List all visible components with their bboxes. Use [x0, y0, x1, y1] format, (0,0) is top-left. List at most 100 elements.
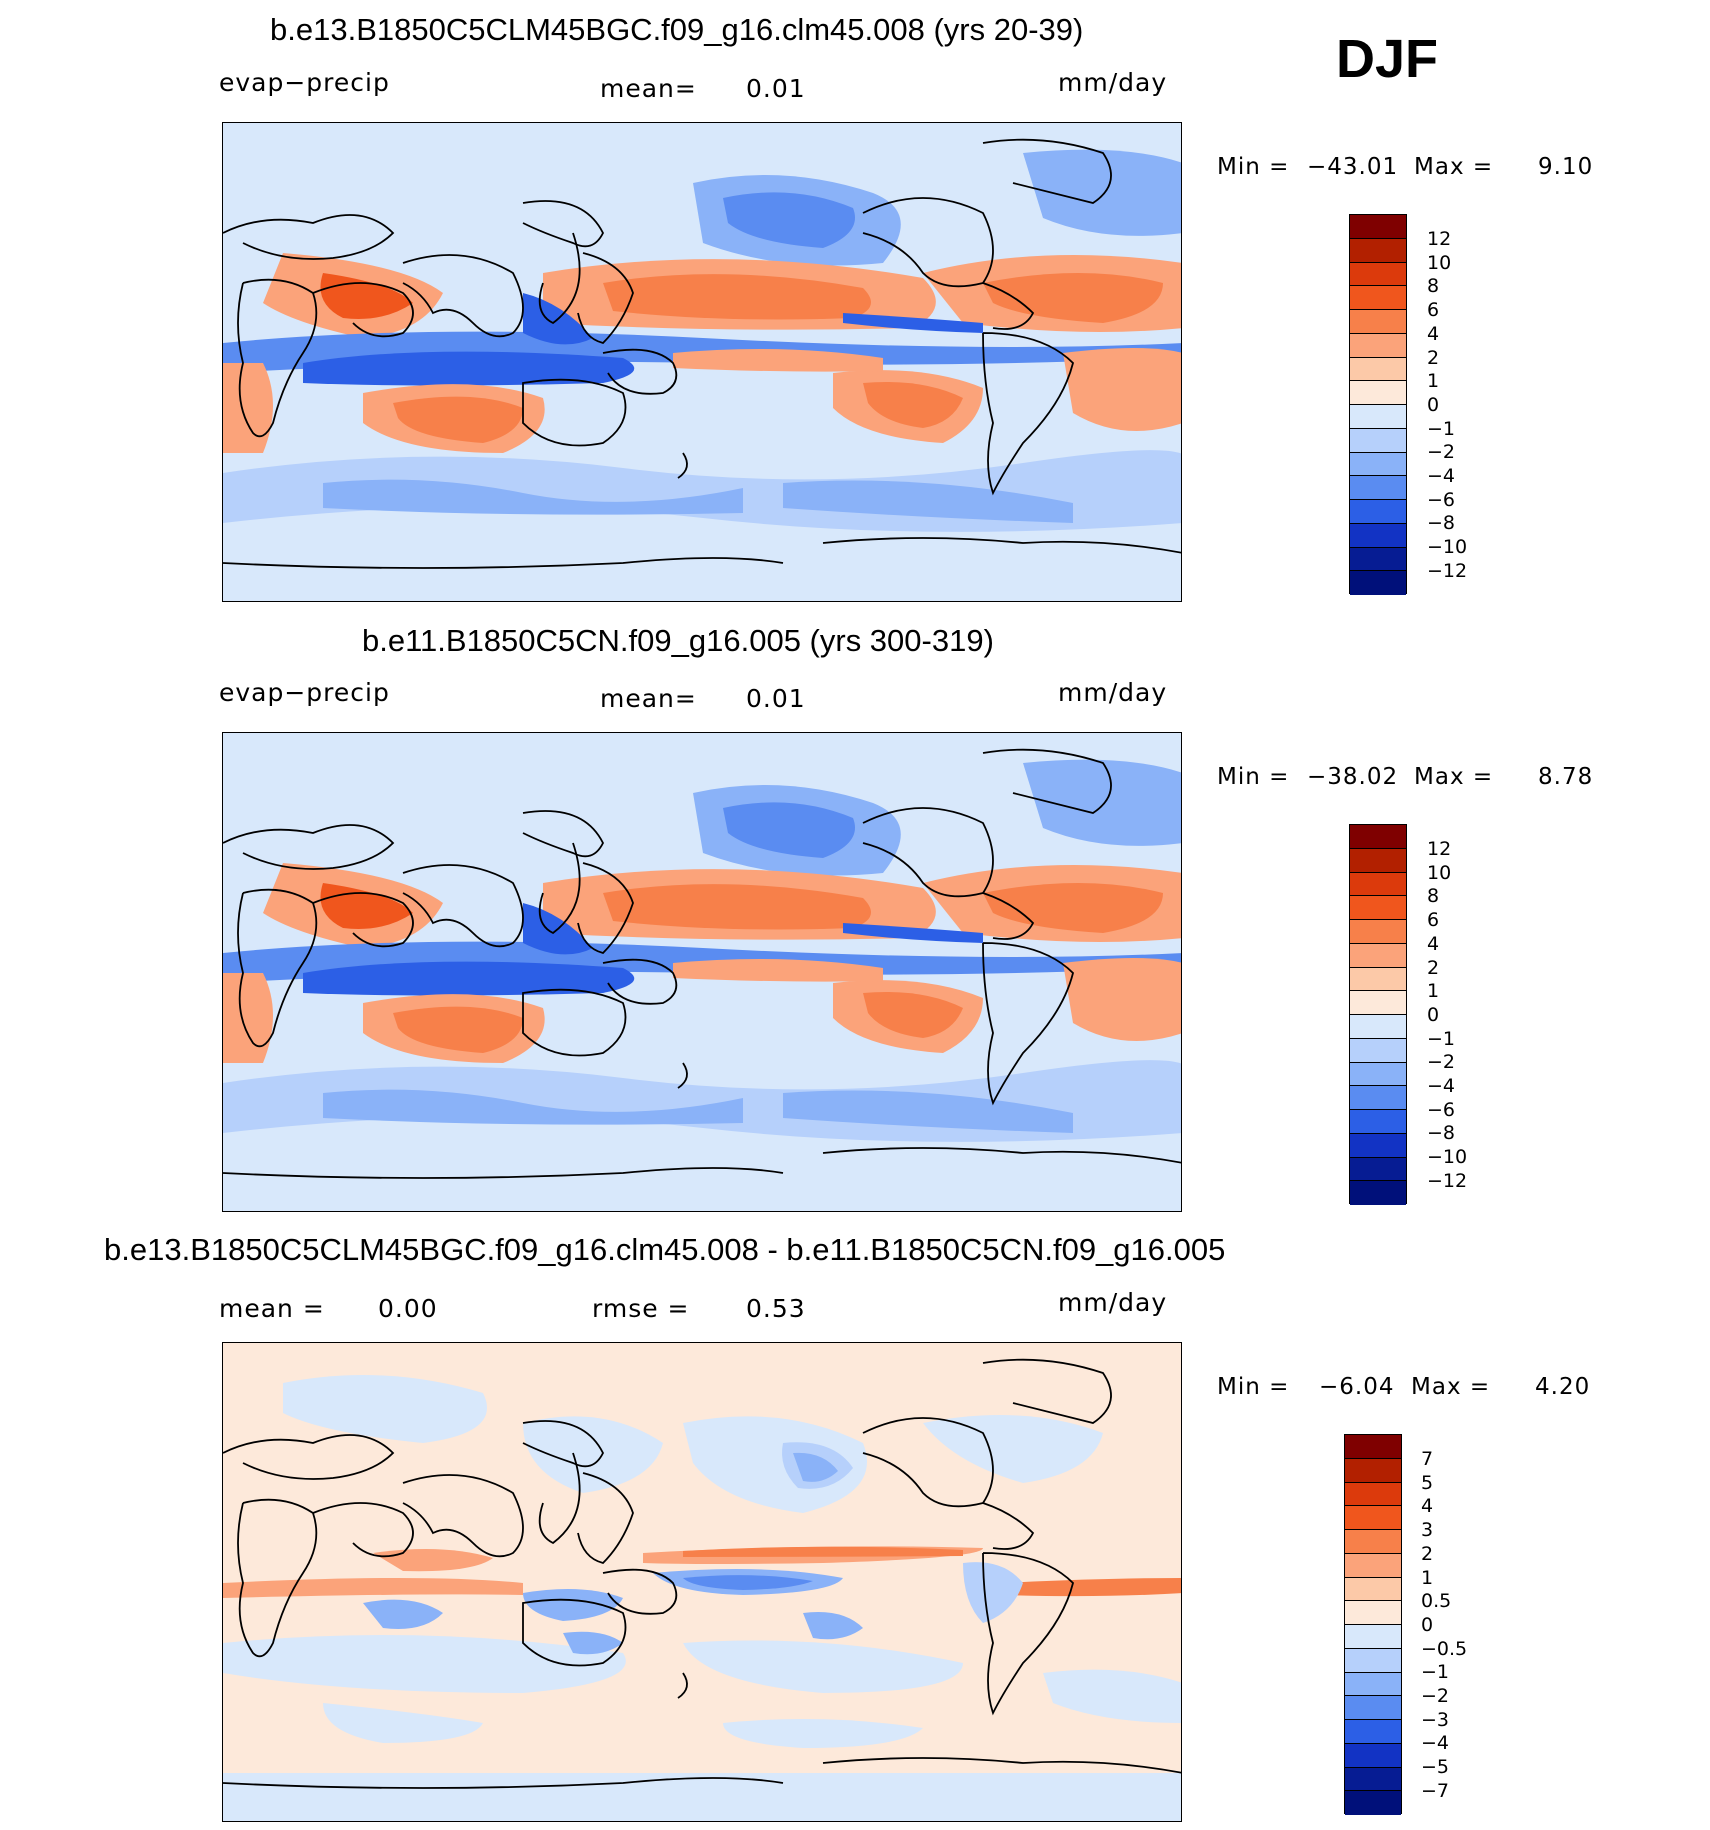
colorbar-swatch — [1345, 1482, 1401, 1507]
colorbar-tick-label: 1 — [1421, 1566, 1434, 1589]
panel-2-max-label: Max = — [1414, 764, 1494, 790]
colorbar-swatch — [1350, 262, 1406, 287]
colorbar-tick-label: −12 — [1427, 1169, 1468, 1192]
colorbar-swatch — [1350, 1110, 1406, 1134]
panel-2-title: b.e11.B1850C5CN.f09_g16.005 (yrs 300-319… — [362, 623, 994, 658]
colorbar-tick-label: −6 — [1427, 1098, 1456, 1121]
colorbar-swatch — [1345, 1767, 1401, 1792]
colorbar-tick-label: −0.5 — [1421, 1637, 1468, 1660]
colorbar-tick-label: 12 — [1427, 228, 1452, 250]
colorbar-swatch — [1345, 1791, 1401, 1815]
panel-3-min-label: Min = — [1217, 1374, 1290, 1400]
colorbar-tick-label: −10 — [1427, 1146, 1468, 1169]
colorbar-swatch — [1345, 1648, 1401, 1673]
panel-2-map — [222, 732, 1182, 1212]
colorbar-swatch — [1345, 1743, 1401, 1768]
panel-1-colorbar — [1349, 214, 1407, 595]
colorbar-tick-label: 6 — [1427, 299, 1440, 322]
colorbar-tick-label: 2 — [1427, 956, 1440, 979]
colorbar-swatch — [1345, 1720, 1401, 1744]
colorbar-swatch — [1350, 943, 1406, 968]
colorbar-tick-label: −1 — [1427, 1027, 1456, 1050]
colorbar-tick-label: −5 — [1421, 1756, 1450, 1779]
panel-2-max-value: 8.78 — [1538, 764, 1594, 790]
panel-1-max-label: Max = — [1414, 154, 1494, 180]
colorbar-tick-label: −10 — [1427, 536, 1468, 559]
colorbar-tick-label: 8 — [1427, 885, 1440, 908]
season-label: DJF — [1336, 29, 1439, 89]
colorbar-tick-label: 4 — [1427, 932, 1440, 955]
panel-2-colorbar-ticks: 12 10 8 6 4 2 1 0 −1 −2 −4 −6 −8 −10 −12 — [1427, 838, 1467, 1194]
colorbar-tick-label: 0 — [1427, 1003, 1440, 1026]
panel-2-mean-label: mean= — [600, 684, 697, 713]
colorbar-swatch — [1350, 1157, 1406, 1182]
colorbar-swatch — [1350, 991, 1406, 1015]
colorbar-swatch — [1345, 1601, 1401, 1625]
colorbar-tick-label: −1 — [1427, 417, 1456, 440]
colorbar-swatch — [1350, 1133, 1406, 1158]
colorbar-tick-label: 12 — [1427, 838, 1452, 860]
panel-1-min-label: Min = — [1217, 154, 1290, 180]
colorbar-tick-label: 6 — [1427, 909, 1440, 932]
colorbar-swatch — [1350, 1015, 1406, 1039]
colorbar-tick-label: 4 — [1421, 1495, 1434, 1518]
colorbar-tick-label: 10 — [1427, 861, 1452, 884]
panel-2-min-value: −38.02 — [1307, 764, 1399, 790]
colorbar-tick-label: −2 — [1427, 1051, 1456, 1074]
panel-1-colorbar-ticks: 12 10 8 6 4 2 1 0 −1 −2 −4 −6 −8 −10 −12 — [1427, 228, 1467, 584]
colorbar-swatch — [1350, 333, 1406, 358]
panel-3-mean-value: 0.00 — [378, 1294, 438, 1323]
colorbar-swatch — [1350, 872, 1406, 897]
equatorial-positive-band — [223, 1578, 523, 1598]
colorbar-tick-label: 1 — [1427, 370, 1440, 393]
coastlines — [223, 748, 1181, 1179]
colorbar-tick-label: −3 — [1421, 1708, 1450, 1731]
colorbar-tick-label: −6 — [1427, 488, 1456, 511]
colorbar-swatch — [1345, 1625, 1401, 1649]
colorbar-swatch — [1350, 357, 1406, 382]
panel-1-max-value: 9.10 — [1538, 154, 1594, 180]
panel-3-min-value: −6.04 — [1319, 1374, 1395, 1400]
colorbar-swatch — [1350, 215, 1406, 239]
panel-2-min-label: Min = — [1217, 764, 1290, 790]
panel-1-variable-label: evap−precip — [219, 68, 390, 97]
colorbar-swatch — [1345, 1530, 1401, 1554]
colorbar-swatch — [1350, 523, 1406, 548]
colorbar-swatch — [1350, 547, 1406, 572]
colorbar-swatch — [1350, 286, 1406, 310]
colorbar-swatch — [1350, 238, 1406, 263]
colorbar-tick-label: −1 — [1421, 1661, 1450, 1684]
colorbar-tick-label: −4 — [1427, 1075, 1456, 1098]
panel-3-max-label: Max = — [1411, 1374, 1491, 1400]
panel-1-mean-label: mean= — [600, 74, 697, 103]
coastlines — [223, 1358, 1181, 1789]
colorbar-swatch — [1350, 1181, 1406, 1205]
panel-1-mean-value: 0.01 — [746, 74, 806, 103]
colorbar-tick-label: 0.5 — [1421, 1590, 1452, 1613]
colorbar-tick-label: −2 — [1421, 1685, 1450, 1708]
colorbar-swatch — [1350, 1062, 1406, 1087]
colorbar-swatch — [1350, 452, 1406, 477]
panel-2-variable-label: evap−precip — [219, 678, 390, 707]
colorbar-swatch — [1345, 1553, 1401, 1578]
colorbar-tick-label: 3 — [1421, 1519, 1434, 1542]
panel-2-colorbar — [1349, 824, 1407, 1205]
colorbar-swatch — [1350, 967, 1406, 992]
panel-3-rmse-value: 0.53 — [746, 1294, 806, 1323]
panel-1-title: b.e13.B1850C5CLM45BGC.f09_g16.clm45.008 … — [270, 12, 1084, 47]
colorbar-tick-label: 2 — [1421, 1542, 1434, 1565]
colorbar-swatch — [1350, 310, 1406, 334]
panel-1-min-value: −43.01 — [1307, 154, 1399, 180]
colorbar-swatch — [1345, 1696, 1401, 1720]
colorbar-tick-label: −8 — [1427, 1122, 1456, 1145]
panel-1-units: mm/day — [1058, 68, 1168, 97]
panel-3-colorbar — [1344, 1434, 1402, 1815]
panel-2-mean-value: 0.01 — [746, 684, 806, 713]
colorbar-tick-label: 5 — [1421, 1471, 1434, 1494]
colorbar-swatch — [1345, 1577, 1401, 1602]
colorbar-tick-label: 1 — [1427, 980, 1440, 1003]
colorbar-tick-label: 10 — [1427, 251, 1452, 274]
colorbar-swatch — [1350, 1086, 1406, 1110]
colorbar-tick-label: −4 — [1421, 1732, 1450, 1755]
colorbar-swatch — [1350, 896, 1406, 920]
